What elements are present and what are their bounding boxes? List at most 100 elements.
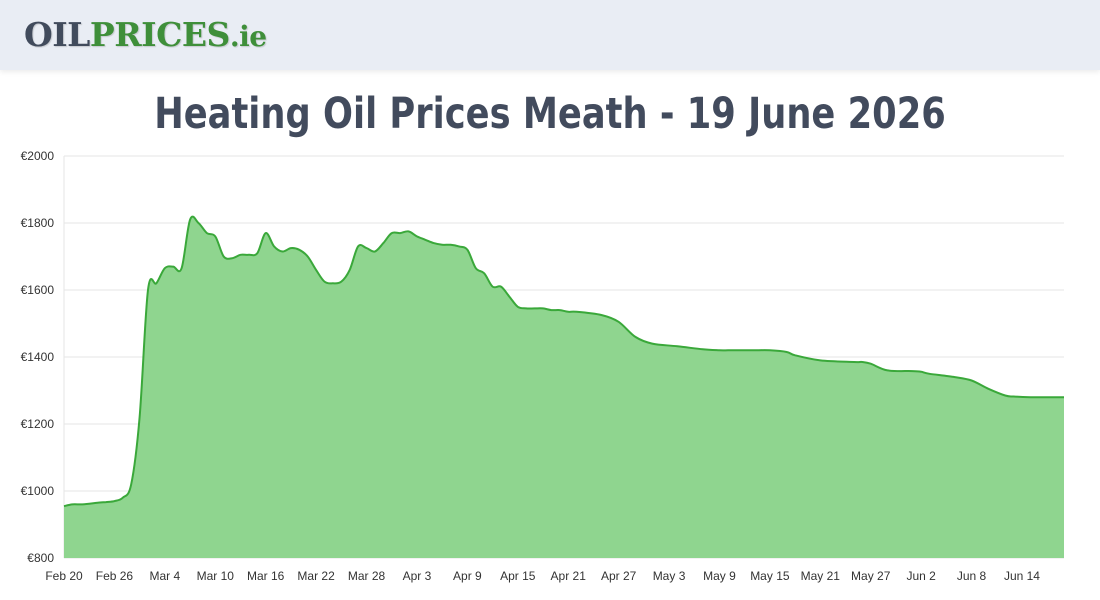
data-point[interactable] <box>918 369 924 375</box>
data-point[interactable] <box>69 501 75 507</box>
data-point[interactable] <box>305 254 311 260</box>
data-point[interactable] <box>649 341 655 347</box>
data-point[interactable] <box>86 501 92 507</box>
data-point[interactable] <box>111 498 117 504</box>
data-point[interactable] <box>1044 394 1050 400</box>
site-header: OILPRICES.ie <box>0 0 1100 70</box>
data-point[interactable] <box>364 245 370 251</box>
data-point[interactable] <box>565 309 571 315</box>
data-point[interactable] <box>523 305 529 311</box>
data-point[interactable] <box>885 367 891 373</box>
data-point[interactable] <box>985 386 991 392</box>
data-point[interactable] <box>674 343 680 349</box>
data-point[interactable] <box>632 334 638 340</box>
data-point[interactable] <box>128 481 134 487</box>
data-point[interactable] <box>212 233 218 239</box>
data-point[interactable] <box>952 374 958 380</box>
data-point[interactable] <box>540 305 546 311</box>
data-point[interactable] <box>246 252 252 258</box>
data-point[interactable] <box>397 230 403 236</box>
data-point[interactable] <box>725 347 731 353</box>
data-point[interactable] <box>103 499 109 505</box>
plot-area <box>61 215 1067 558</box>
data-point[interactable] <box>406 228 412 234</box>
data-point[interactable] <box>817 357 823 363</box>
logo-text-domain: .ie <box>229 20 267 53</box>
data-point[interactable] <box>868 361 874 367</box>
data-point[interactable] <box>599 312 605 318</box>
data-point[interactable] <box>145 287 151 293</box>
data-point[interactable] <box>473 265 479 271</box>
data-point[interactable] <box>280 249 286 255</box>
data-point[interactable] <box>380 240 386 246</box>
data-point[interactable] <box>330 280 336 286</box>
data-point[interactable] <box>162 265 168 271</box>
data-point[interactable] <box>61 503 67 509</box>
data-point[interactable] <box>338 279 344 285</box>
data-point[interactable] <box>355 243 361 249</box>
data-point[interactable] <box>254 250 260 256</box>
x-tick-label: Jun 8 <box>957 569 987 583</box>
x-tick-label: May 3 <box>653 569 686 583</box>
data-point[interactable] <box>481 270 487 276</box>
data-point[interactable] <box>322 279 328 285</box>
data-point[interactable] <box>532 305 538 311</box>
data-point[interactable] <box>750 347 756 353</box>
data-point[interactable] <box>187 217 193 223</box>
data-point[interactable] <box>784 349 790 355</box>
site-logo[interactable]: OILPRICES.ie <box>24 15 267 57</box>
data-point[interactable] <box>498 284 504 290</box>
x-tick-label: May 21 <box>801 569 841 583</box>
data-point[interactable] <box>717 347 723 353</box>
data-point[interactable] <box>456 243 462 249</box>
data-point[interactable] <box>490 284 496 290</box>
data-point[interactable] <box>927 371 933 377</box>
data-point[interactable] <box>263 230 269 236</box>
data-point[interactable] <box>859 359 865 365</box>
data-point[interactable] <box>767 347 773 353</box>
data-point[interactable] <box>548 307 554 313</box>
data-point[interactable] <box>271 243 277 249</box>
data-point[interactable] <box>439 242 445 248</box>
data-point[interactable] <box>120 495 126 501</box>
data-point[interactable] <box>616 319 622 325</box>
data-point[interactable] <box>733 347 739 353</box>
data-point[interactable] <box>78 501 84 507</box>
data-point[interactable] <box>313 267 319 273</box>
data-point[interactable] <box>1011 394 1017 400</box>
data-point[interactable] <box>851 359 857 365</box>
data-point[interactable] <box>238 252 244 258</box>
data-point[interactable] <box>389 230 395 236</box>
data-point[interactable] <box>196 220 202 226</box>
data-point[interactable] <box>1002 393 1008 399</box>
data-point[interactable] <box>288 245 294 251</box>
data-point[interactable] <box>221 254 227 260</box>
data-point[interactable] <box>372 249 378 255</box>
data-point[interactable] <box>910 368 916 374</box>
data-point[interactable] <box>557 307 563 313</box>
data-point[interactable] <box>296 247 302 253</box>
data-point[interactable] <box>137 414 143 420</box>
price-series-line[interactable] <box>63 215 1064 508</box>
data-point[interactable] <box>700 346 706 352</box>
data-point[interactable] <box>95 500 101 506</box>
data-point[interactable] <box>414 233 420 239</box>
data-point[interactable] <box>574 309 580 315</box>
y-axis: €800 €1000 €1200 €1400 €1600 €1800 €2000 <box>21 149 55 565</box>
data-point[interactable] <box>1027 394 1033 400</box>
data-point[interactable] <box>347 267 353 273</box>
data-point[interactable] <box>229 255 235 261</box>
data-point[interactable] <box>204 230 210 236</box>
data-point[interactable] <box>153 280 159 286</box>
data-point[interactable] <box>969 378 975 384</box>
data-point[interactable] <box>431 240 437 246</box>
data-point[interactable] <box>1061 394 1067 400</box>
data-point[interactable] <box>422 237 428 243</box>
data-point[interactable] <box>464 247 470 253</box>
data-point[interactable] <box>792 352 798 358</box>
data-point[interactable] <box>179 265 185 271</box>
data-point[interactable] <box>506 294 512 300</box>
data-point[interactable] <box>515 304 521 310</box>
data-point[interactable] <box>170 264 176 270</box>
data-point[interactable] <box>448 242 454 248</box>
